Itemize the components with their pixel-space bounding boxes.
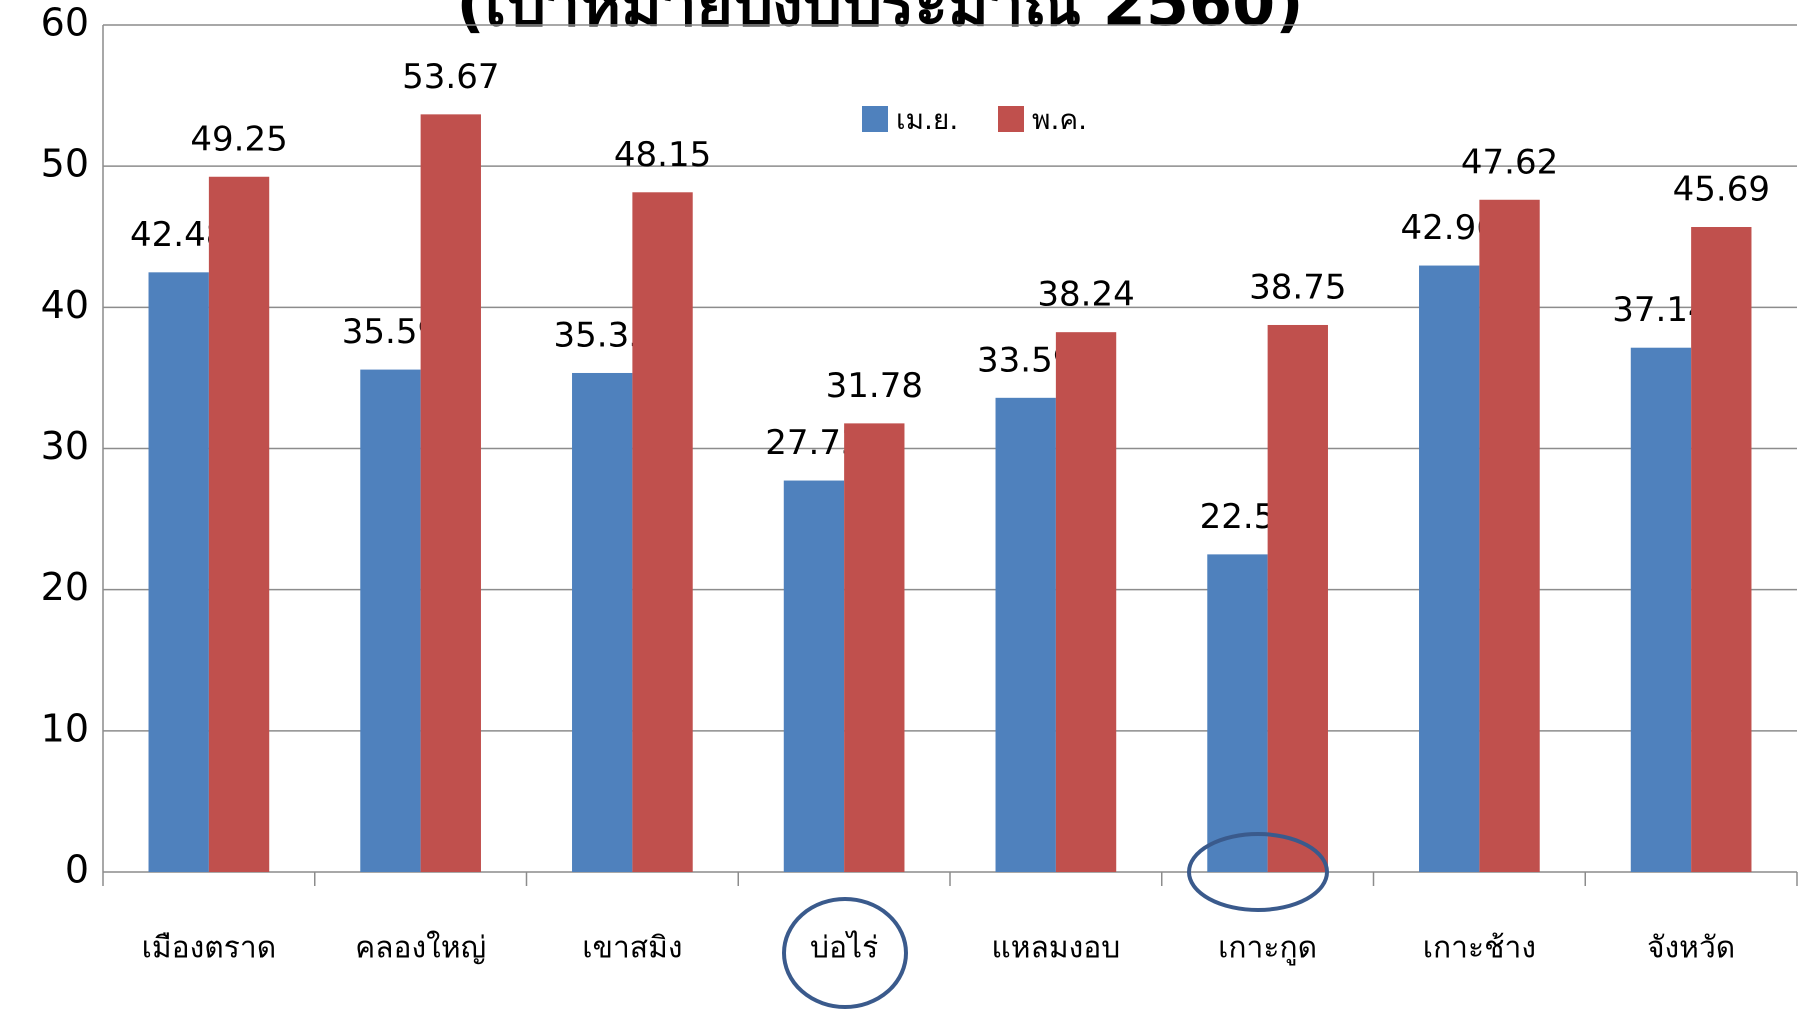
highlight-circle bbox=[1187, 832, 1329, 912]
bar bbox=[208, 176, 270, 873]
legend-label: เม.ย. bbox=[896, 103, 958, 136]
bar bbox=[1267, 324, 1328, 873]
y-tick-label: 60 bbox=[41, 1, 89, 45]
data-label: 38.24 bbox=[1037, 275, 1134, 315]
bar bbox=[783, 480, 845, 872]
legend-swatch bbox=[998, 106, 1024, 132]
bar bbox=[1207, 554, 1268, 872]
y-tick-label: 20 bbox=[41, 565, 89, 609]
data-label: 31.78 bbox=[826, 366, 923, 406]
data-label: 22.5 bbox=[1200, 497, 1276, 537]
data-label: 48.15 bbox=[614, 135, 711, 175]
y-tick-label: 50 bbox=[41, 142, 89, 186]
x-tick-label: จังหวัด bbox=[1647, 931, 1735, 966]
x-tick-label: คลองใหญ่ bbox=[355, 931, 486, 966]
data-label: 49.25 bbox=[190, 119, 287, 159]
bar bbox=[148, 272, 209, 873]
data-label: 45.69 bbox=[1673, 170, 1770, 210]
bar bbox=[360, 369, 421, 872]
x-tick-label: เกาะกูด bbox=[1218, 931, 1317, 966]
x-tick-label: บ่อไร่ bbox=[810, 930, 878, 966]
x-tick-label: แหลมงอบ bbox=[991, 931, 1120, 966]
bar bbox=[420, 114, 481, 872]
x-tick-label: เมืองตราด bbox=[142, 931, 277, 966]
data-label: 38.75 bbox=[1249, 267, 1346, 307]
y-tick-label: 30 bbox=[41, 424, 89, 468]
y-tick-label: 0 bbox=[65, 848, 89, 892]
chart-title: (เป้าหมายปีงบประมาณ 2560) bbox=[456, 0, 1303, 40]
x-tick-label: เขาสมิง bbox=[582, 931, 682, 966]
bar bbox=[1691, 227, 1752, 872]
y-tick-label: 40 bbox=[41, 283, 89, 327]
highlight-circle bbox=[782, 897, 908, 1009]
legend-swatch bbox=[862, 106, 888, 132]
bar bbox=[1055, 332, 1117, 872]
bar bbox=[1419, 265, 1480, 873]
x-tick-label: เกาะช้าง bbox=[1423, 931, 1536, 966]
bar bbox=[1479, 199, 1540, 872]
bar bbox=[632, 192, 693, 873]
bar bbox=[995, 397, 1056, 872]
y-tick-label: 10 bbox=[41, 706, 89, 750]
bar bbox=[844, 423, 905, 872]
data-label: 47.62 bbox=[1461, 142, 1558, 182]
bar bbox=[572, 372, 633, 872]
legend-label: พ.ค. bbox=[1032, 103, 1087, 136]
data-label: 53.67 bbox=[402, 57, 499, 97]
bar bbox=[1630, 347, 1692, 872]
